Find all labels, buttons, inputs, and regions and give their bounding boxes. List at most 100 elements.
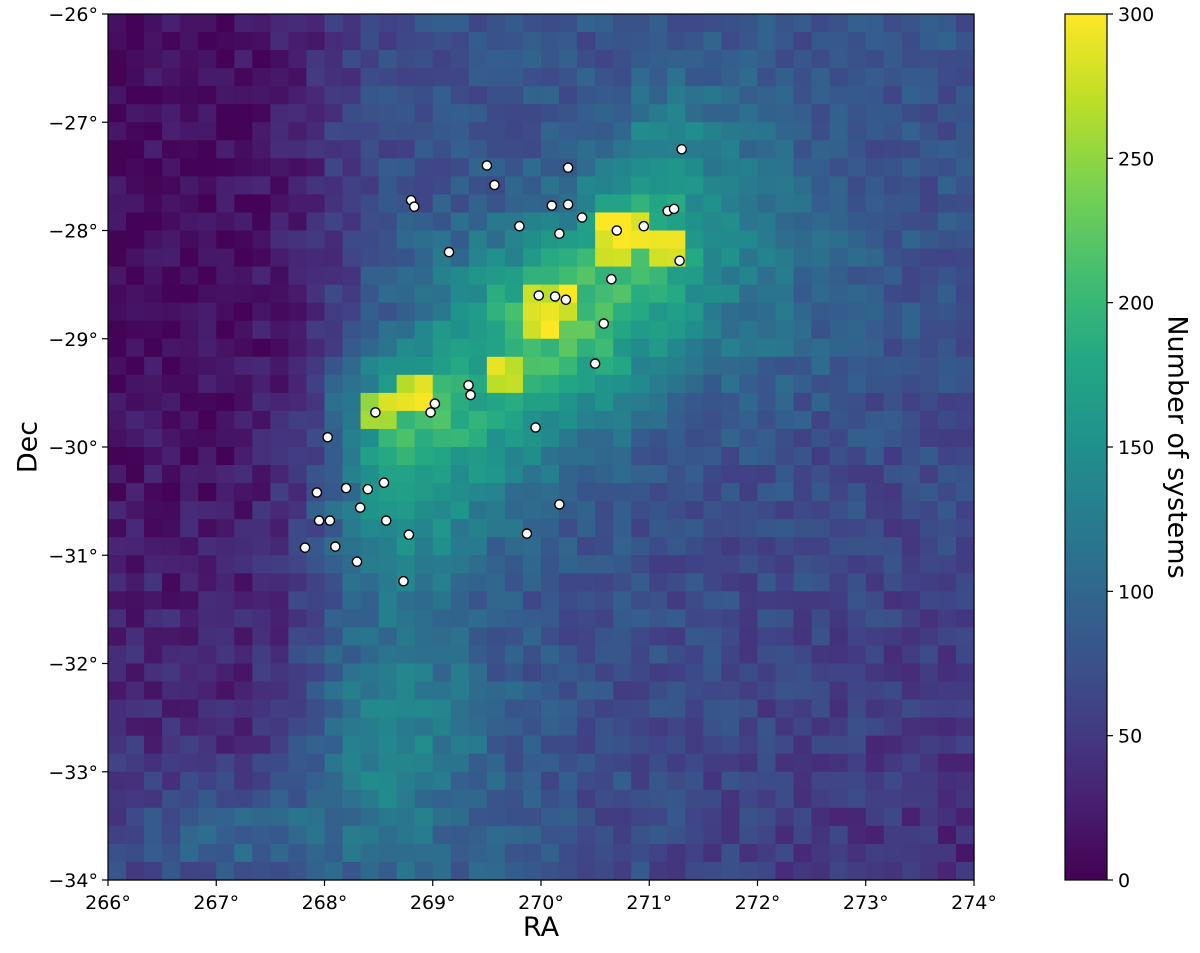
heatmap-cell — [180, 212, 199, 232]
heatmap-cell — [703, 591, 723, 610]
heatmap-cell — [955, 555, 975, 574]
heatmap-cell — [306, 555, 326, 574]
heatmap-cell — [162, 501, 181, 520]
heatmap-cell — [649, 392, 668, 412]
heatmap-cell — [721, 771, 741, 791]
heatmap-cell — [559, 176, 578, 196]
heatmap-cell — [739, 68, 759, 87]
heatmap-cell — [757, 465, 777, 484]
heatmap-cell — [649, 627, 668, 647]
heatmap-cell — [649, 140, 668, 159]
heatmap-cell — [901, 519, 921, 538]
heatmap-cell — [522, 320, 542, 340]
heatmap-cell — [685, 14, 704, 33]
heatmap-cell — [901, 807, 921, 827]
heatmap-cell — [126, 410, 145, 430]
heatmap-cell — [955, 392, 975, 412]
heatmap-cell — [450, 212, 470, 232]
heatmap-cell — [955, 627, 975, 647]
heatmap-cell — [955, 176, 975, 196]
heatmap-cell — [739, 663, 759, 683]
heatmap-cell — [775, 86, 795, 105]
heatmap-cell — [486, 861, 506, 881]
heatmap-cell — [180, 447, 199, 466]
heatmap-cell — [793, 230, 813, 250]
heatmap-cell — [685, 555, 704, 574]
heatmap-cell — [306, 104, 326, 123]
heatmap-cell — [216, 410, 235, 430]
heatmap-cell — [324, 717, 344, 737]
heatmap-cell — [162, 356, 181, 376]
heatmap-cell — [126, 573, 145, 592]
heatmap-cell — [144, 501, 163, 520]
heatmap-cell — [901, 717, 921, 737]
heatmap-cell — [793, 122, 813, 141]
heatmap-cell — [252, 338, 271, 358]
heatmap-cell — [955, 699, 975, 719]
heatmap-cell — [414, 609, 434, 629]
heatmap-cell — [649, 447, 668, 466]
heatmap-cell — [721, 266, 741, 286]
heatmap-cell — [216, 519, 235, 538]
heatmap-cell — [901, 501, 921, 520]
heatmap-cell — [288, 140, 308, 159]
heatmap-cell — [288, 573, 308, 592]
heatmap-cell — [234, 861, 253, 881]
heatmap-cell — [757, 609, 777, 629]
heatmap-cell — [504, 573, 524, 592]
heatmap-cell — [234, 447, 253, 466]
heatmap-cell — [432, 519, 452, 538]
heatmap-cell — [306, 663, 326, 683]
heatmap-cell — [108, 609, 127, 629]
heatmap-cell — [162, 591, 181, 610]
heatmap-cell — [180, 158, 199, 177]
heatmap-cell — [829, 428, 849, 448]
heatmap-cell — [739, 194, 759, 214]
heatmap-cell — [757, 573, 777, 592]
heatmap-cell — [378, 410, 398, 430]
heatmap-cell — [829, 843, 849, 863]
heatmap-cell — [577, 266, 596, 286]
heatmap-cell — [919, 320, 939, 340]
heatmap-cell — [613, 501, 632, 520]
heatmap-cell — [883, 789, 903, 809]
heatmap-cell — [234, 428, 253, 448]
heatmap-cell — [775, 537, 795, 556]
heatmap-cell — [378, 428, 398, 448]
heatmap-cell — [378, 825, 398, 845]
heatmap-cell — [541, 537, 560, 556]
heatmap-cell — [901, 104, 921, 123]
heatmap-cell — [811, 447, 831, 466]
heatmap-cell — [685, 212, 704, 232]
heatmap-cell — [649, 158, 668, 177]
heatmap-cell — [450, 645, 470, 665]
heatmap-cell — [919, 789, 939, 809]
heatmap-cell — [414, 374, 434, 394]
heatmap-cell — [703, 519, 723, 538]
heatmap-cell — [306, 627, 326, 647]
heatmap-cell — [883, 338, 903, 358]
heatmap-cell — [108, 573, 127, 592]
heatmap-cell — [522, 104, 542, 123]
heatmap-cell — [577, 447, 596, 466]
heatmap-cell — [811, 483, 831, 502]
heatmap-cell — [288, 501, 308, 520]
heatmap-cell — [414, 771, 434, 791]
heatmap-cell — [901, 591, 921, 610]
heatmap-cell — [793, 374, 813, 394]
heatmap-cell — [559, 537, 578, 556]
heatmap-cell — [739, 807, 759, 827]
heatmap-cell — [865, 537, 885, 556]
heatmap-cell — [919, 591, 939, 610]
heatmap-cell — [342, 32, 362, 51]
heatmap-cell — [162, 122, 181, 141]
heatmap-cell — [829, 807, 849, 827]
heatmap-cell — [793, 176, 813, 196]
heatmap-cell — [811, 392, 831, 412]
heatmap-cell — [432, 356, 452, 376]
heatmap-cell — [432, 573, 452, 592]
heatmap-cell — [180, 50, 199, 69]
heatmap-cell — [811, 501, 831, 520]
heatmap-cell — [919, 374, 939, 394]
heatmap-cell — [288, 104, 308, 123]
